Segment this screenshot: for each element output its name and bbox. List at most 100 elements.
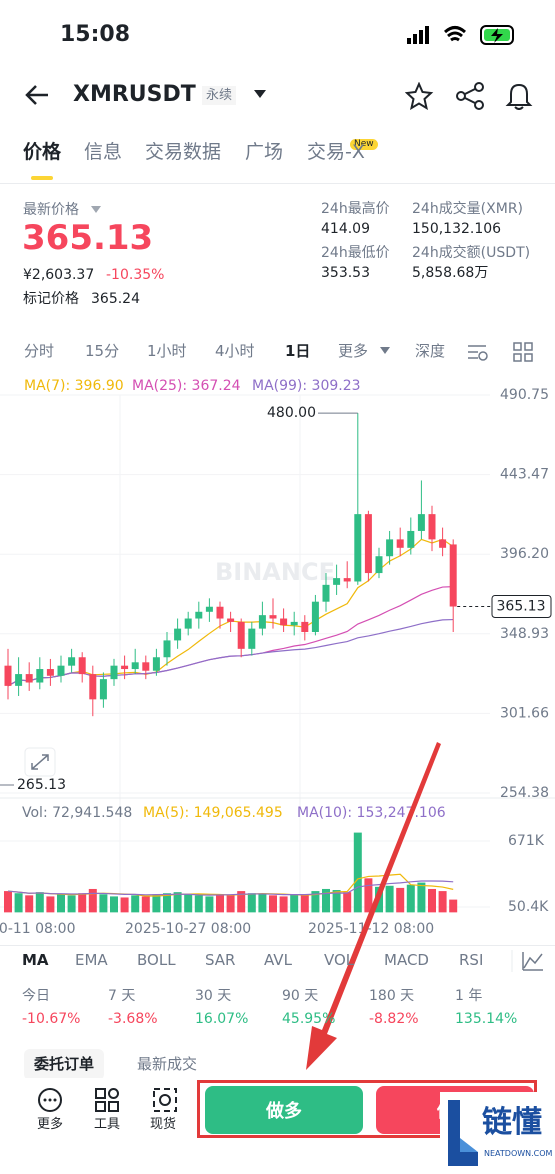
volume-bar xyxy=(375,886,383,913)
candle-body xyxy=(36,669,44,683)
last-price: 365.13 xyxy=(22,218,154,258)
interval[interactable]: 分时 xyxy=(24,342,55,360)
volume-bar xyxy=(173,892,182,913)
candle-body xyxy=(322,584,330,602)
tool-label[interactable]: 工具 xyxy=(94,1117,121,1132)
chart-settings-icons[interactable] xyxy=(466,340,546,364)
volume-bar xyxy=(194,895,203,913)
indicator[interactable]: MACD xyxy=(384,951,429,969)
price-tick-label: 254.38 xyxy=(500,785,549,801)
candle-body xyxy=(89,674,97,700)
volume-bar xyxy=(120,897,129,913)
indicator[interactable]: EMA xyxy=(75,951,108,969)
candle-body xyxy=(343,578,351,582)
tab[interactable]: 价格 xyxy=(23,141,62,163)
interval[interactable]: 15分 xyxy=(85,342,120,360)
candle-body xyxy=(290,621,298,626)
volume-tick-label: 50.4K xyxy=(508,899,549,915)
indicator[interactable]: VOL xyxy=(324,951,355,969)
stat-label: 24h成交额(USDT) xyxy=(412,245,531,261)
indicator[interactable]: MA xyxy=(22,951,49,969)
candle-body xyxy=(110,665,118,680)
high-label: 480.00 xyxy=(267,405,316,421)
tab[interactable]: 广场 xyxy=(245,141,284,163)
indicator[interactable]: AVL xyxy=(264,951,292,969)
symbol-dropdown[interactable] xyxy=(253,89,267,99)
mark-price: 365.24 xyxy=(91,291,140,307)
volume-bar xyxy=(67,895,76,913)
indicator[interactable]: BOLL xyxy=(137,951,176,969)
volume-bar xyxy=(110,896,118,913)
header-icons[interactable] xyxy=(405,82,535,110)
stat-value: 5,858.68万 xyxy=(412,265,489,281)
divider xyxy=(0,945,555,946)
interval[interactable]: 4小时 xyxy=(215,342,255,360)
volume-bar xyxy=(14,893,23,913)
tool-icons[interactable] xyxy=(36,1086,186,1114)
candle-body xyxy=(57,665,65,676)
order-tab[interactable]: 委托订单 xyxy=(24,1049,105,1080)
candle-body xyxy=(449,544,457,607)
date-label: 2025-11-12 08:00 xyxy=(308,921,434,937)
candle-body xyxy=(46,669,54,676)
contract-tag: 永续 xyxy=(202,86,237,105)
candle-body xyxy=(301,621,309,632)
date-label: 10-11 08:00 xyxy=(0,921,75,937)
volume-bar xyxy=(99,894,108,913)
ma-legend: MA(25): 367.24 xyxy=(132,378,241,394)
cny-price: ¥2,603.37 xyxy=(23,267,95,283)
long-button[interactable]: 做多 xyxy=(205,1086,363,1134)
candle-body xyxy=(311,601,319,632)
volume-bar xyxy=(438,891,447,913)
candle-body xyxy=(25,674,33,683)
indicator[interactable]: SAR xyxy=(205,951,236,969)
stat-value: 150,132.106 xyxy=(412,221,502,237)
low-label: 265.13 xyxy=(17,777,66,793)
perf-value: -3.68% xyxy=(108,1011,158,1027)
volume-bar xyxy=(216,894,224,913)
perf-label: 30 天 xyxy=(195,988,232,1004)
indicator-settings[interactable] xyxy=(510,948,546,974)
symbol[interactable]: XMRUSDT xyxy=(73,82,196,107)
watermark: BINANCE xyxy=(215,558,335,586)
logo-site: NEATDOWN.COM xyxy=(484,1149,553,1158)
volume-legend: Vol: 72,941.548 xyxy=(22,805,132,821)
current-price-tag xyxy=(491,595,552,619)
volume-bar xyxy=(269,895,277,913)
tool-label[interactable]: 更多 xyxy=(37,1117,64,1132)
candle-body xyxy=(428,514,436,540)
interval[interactable]: 深度 xyxy=(415,342,446,360)
volume-bar xyxy=(88,888,97,913)
tab[interactable]: 交易-X xyxy=(307,141,365,163)
volume-bar xyxy=(290,894,299,913)
candle-body xyxy=(152,657,160,671)
price-tick-label: 348.93 xyxy=(500,626,549,642)
candle-body xyxy=(216,606,224,619)
volume-bar xyxy=(141,896,150,913)
expand-icon xyxy=(31,754,49,770)
interval[interactable]: 更多 xyxy=(338,342,369,360)
interval[interactable]: 1小时 xyxy=(147,342,187,360)
perf-label: 今日 xyxy=(22,988,50,1004)
candle-body xyxy=(269,615,277,619)
tab[interactable]: 信息 xyxy=(84,141,123,163)
trades-tab[interactable]: 最新成交 xyxy=(137,1055,198,1073)
volume-bar xyxy=(247,893,256,913)
volume-bar xyxy=(25,895,34,913)
interval[interactable]: 1日 xyxy=(285,342,311,360)
logo: 链懂 NEATDOWN.COM xyxy=(440,1092,555,1174)
perf-value: -8.82% xyxy=(369,1011,419,1027)
status-icons xyxy=(407,25,514,45)
volume-bar xyxy=(57,894,65,913)
volume-bar xyxy=(449,899,458,913)
tool-label[interactable]: 现货 xyxy=(150,1117,177,1132)
candle-body xyxy=(78,657,86,675)
candle-body xyxy=(280,618,288,626)
volume-bar xyxy=(184,894,193,913)
candle-body xyxy=(205,606,213,612)
indicator[interactable]: RSI xyxy=(459,951,484,969)
back-button[interactable] xyxy=(24,84,50,106)
tab[interactable]: 交易数据 xyxy=(145,141,222,163)
volume-bar xyxy=(396,887,405,913)
